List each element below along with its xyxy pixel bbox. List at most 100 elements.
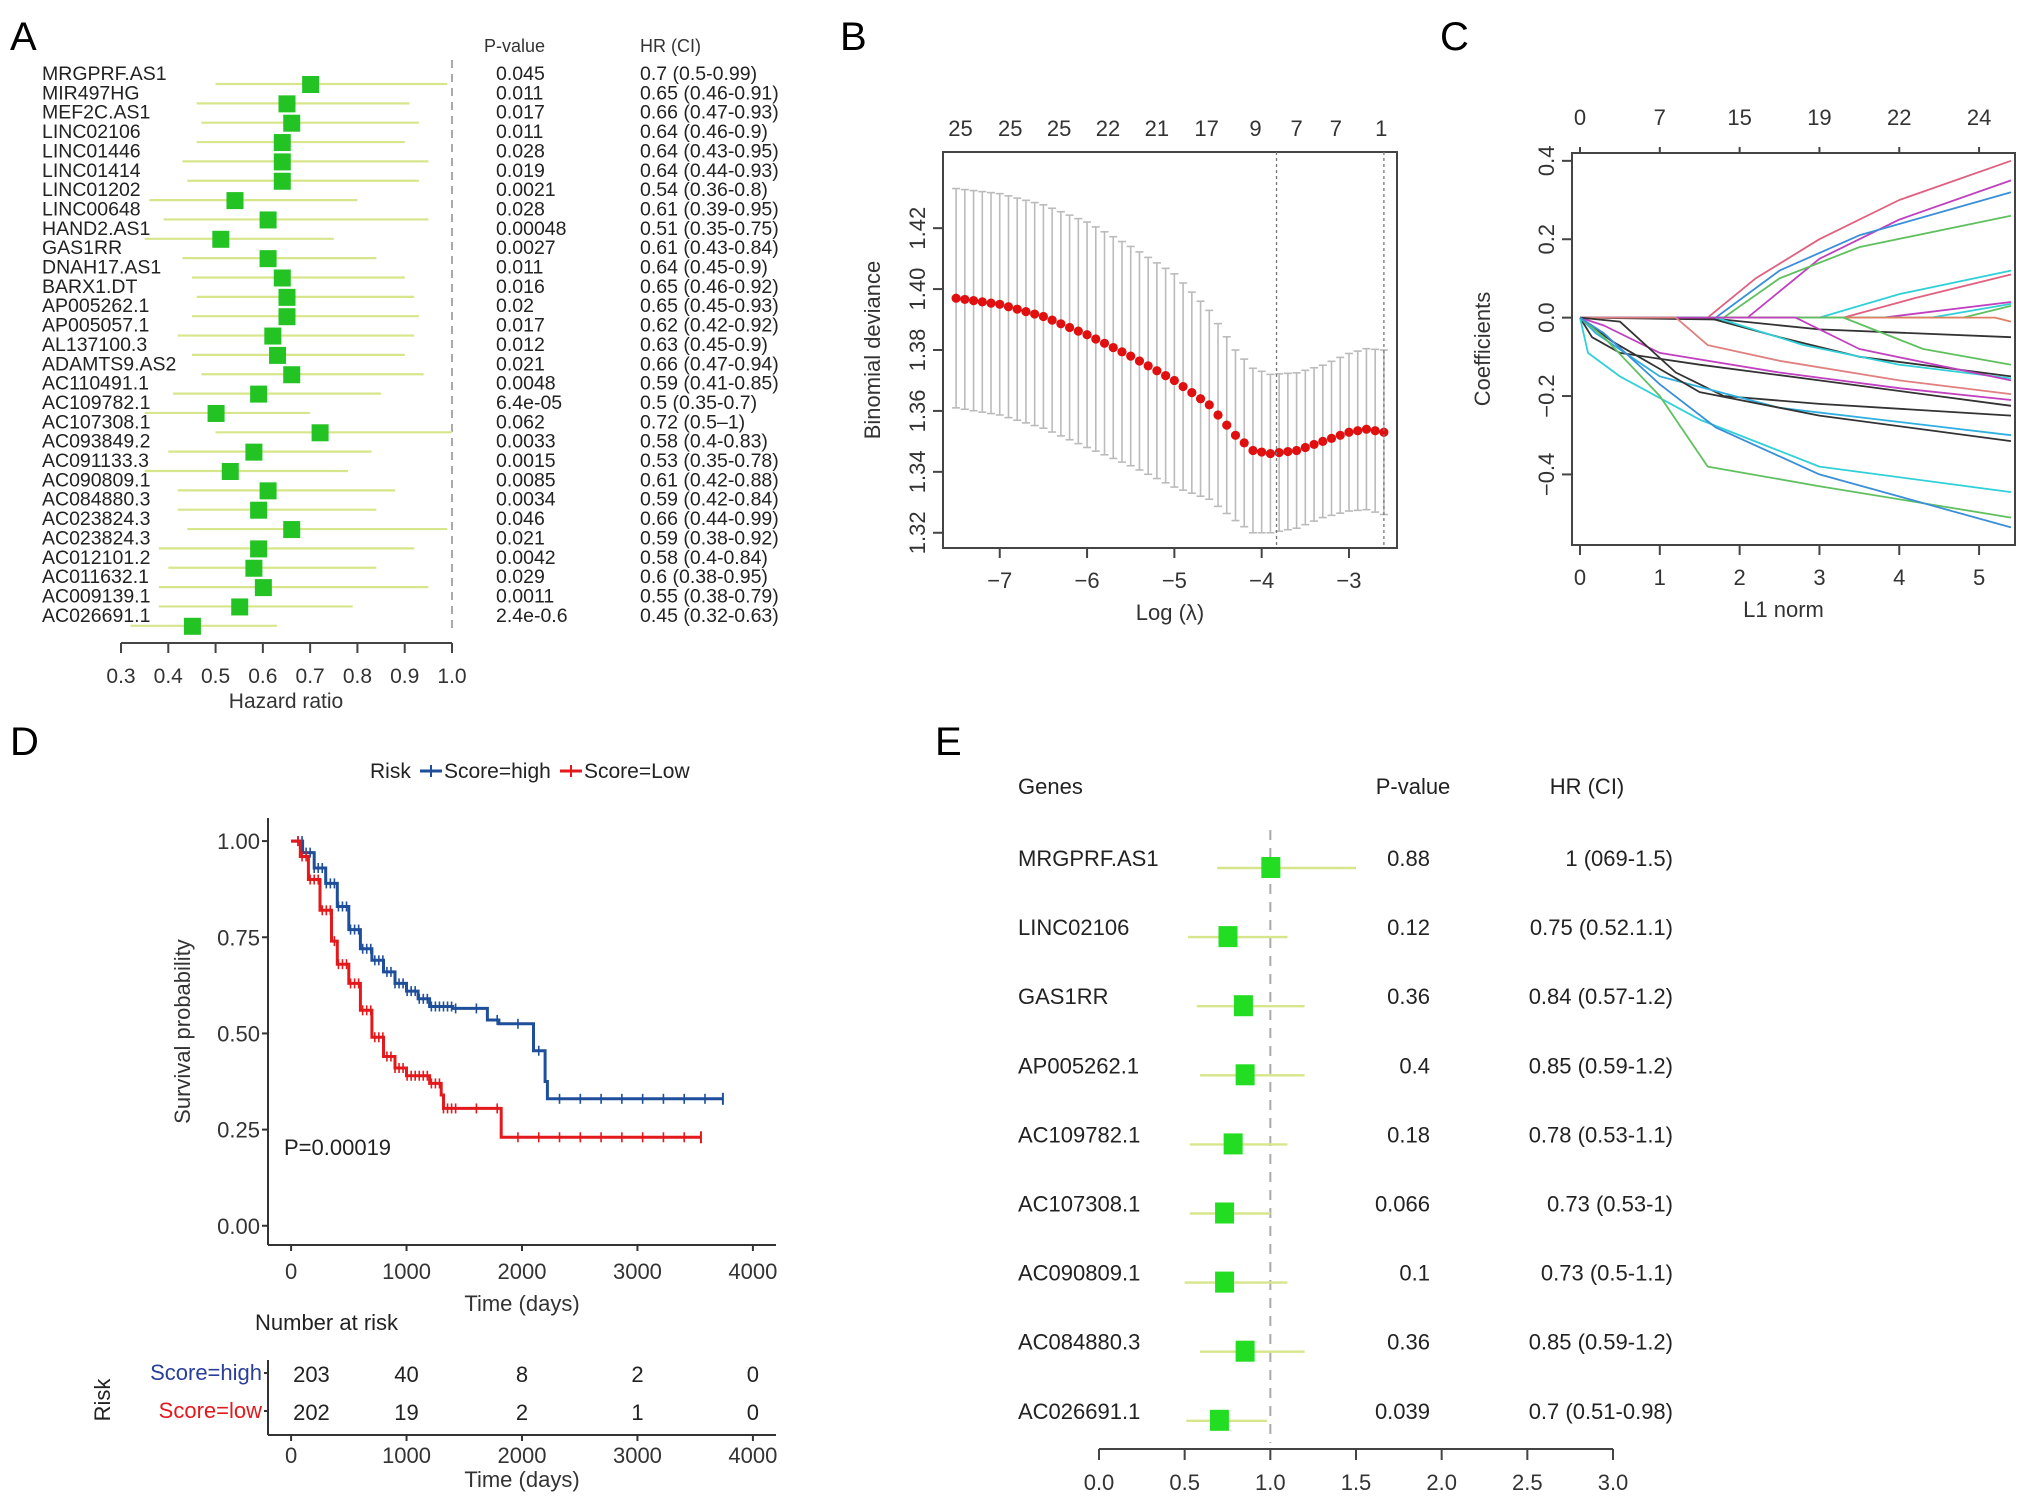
- pvalue-header: P-value: [484, 36, 545, 56]
- pvalue-cell: 6.4e-05: [496, 392, 562, 414]
- deviance-point: [1047, 315, 1057, 325]
- top-axis-label: 7: [1290, 116, 1302, 141]
- hr-ci-cell: 0.59 (0.38-0.92): [640, 527, 779, 549]
- gene-label: LINC01446: [42, 140, 141, 162]
- coefficient-path: [1579, 316, 2012, 401]
- deviance-point: [1222, 420, 1232, 430]
- hr-box: [259, 211, 277, 229]
- pvalue-cell: 0.0042: [496, 547, 556, 569]
- x-tick-label: 2.5: [1512, 1470, 1543, 1495]
- gene-label: AP005262.1: [42, 295, 149, 317]
- gene-label: AC084880.3: [1018, 1330, 1140, 1355]
- hr-ci-cell: 0.66 (0.44-0.99): [640, 508, 779, 530]
- pvalue-cell: 0.0021: [496, 179, 556, 201]
- hr-ci-header: HR (CI): [640, 36, 701, 56]
- genes-header: Genes: [1018, 774, 1083, 799]
- deviance-point: [1152, 366, 1162, 376]
- y-tick-label: 1.38: [905, 329, 930, 372]
- hr-ci-cell: 0.84 (0.57-1.2): [1529, 984, 1673, 1009]
- deviance-point: [1326, 433, 1337, 443]
- top-axis-label: 19: [1807, 105, 1831, 130]
- coefficient-path: [1580, 316, 2012, 382]
- coefficient-path: [1579, 316, 2012, 339]
- deviance-point: [1082, 330, 1092, 340]
- hr-ci-cell: 0.61 (0.42-0.88): [640, 469, 779, 491]
- top-axis-label: 9: [1249, 116, 1261, 141]
- gene-label: AC110491.1: [42, 373, 149, 395]
- pvalue-cell: 0.36: [1387, 1330, 1430, 1355]
- pvalue-cell: 0.066: [1375, 1192, 1430, 1217]
- gene-label: AC026691.1: [42, 605, 150, 627]
- risk-count: 2: [516, 1400, 528, 1425]
- hr-box: [254, 579, 272, 597]
- deviance-point: [1003, 302, 1014, 312]
- coefficient-path: [1580, 316, 2012, 395]
- gene-label: BARX1.DT: [42, 276, 137, 298]
- pvalue-cell: 0.0033: [496, 431, 556, 453]
- x-tick-label: 0: [285, 1259, 297, 1284]
- pvalue-cell: 0.00048: [496, 218, 567, 240]
- coefficient-path: [1580, 273, 2012, 319]
- pvalue-cell: 0.017: [496, 315, 545, 337]
- risk-count: 0: [747, 1400, 759, 1425]
- hr-ci-cell: 0.45 (0.32-0.63): [640, 605, 779, 627]
- deviance-point: [1344, 427, 1354, 437]
- hr-box: [269, 346, 287, 364]
- gene-label: AC109782.1: [42, 392, 150, 414]
- hr-ci-cell: 0.7 (0.5-0.99): [640, 63, 757, 85]
- x-tick-label: 0.7: [296, 665, 325, 688]
- hr-box: [250, 385, 268, 403]
- top-axis-label: 15: [1727, 105, 1751, 130]
- p-value-annotation: P=0.00019: [284, 1135, 391, 1160]
- hr-ci-cell: 0.53 (0.35-0.78): [640, 450, 779, 472]
- coefficient-path: [1580, 179, 2012, 319]
- coefficient-path: [1579, 316, 2012, 529]
- hr-ci-cell: 0.59 (0.41-0.85): [640, 373, 779, 395]
- x-tick-label: 0.9: [390, 665, 419, 688]
- hr-box: [1218, 926, 1238, 948]
- hr-box: [311, 424, 329, 442]
- plot-frame: [1571, 152, 2016, 546]
- deviance-point: [1291, 445, 1302, 456]
- risk-x-tick-label: 1000: [382, 1443, 431, 1468]
- y-tick-label: 1.40: [905, 268, 930, 311]
- hr-box: [283, 521, 301, 539]
- hr-ci-cell: 0.65 (0.46-0.91): [640, 82, 779, 104]
- hr-box: [1215, 1202, 1235, 1224]
- deviance-point: [1099, 338, 1110, 348]
- deviance-point: [1126, 351, 1136, 361]
- deviance-point: [1021, 307, 1031, 317]
- top-axis-label: 25: [998, 116, 1022, 141]
- risk-count: 202: [293, 1400, 330, 1425]
- hr-ci-cell: 0.66 (0.47-0.93): [640, 102, 779, 124]
- top-axis-label: 25: [1047, 116, 1071, 141]
- deviance-point: [1030, 309, 1040, 319]
- hr-ci-cell: 0.78 (0.53-1.1): [1529, 1122, 1673, 1147]
- pvalue-cell: 0.019: [496, 160, 545, 182]
- hr-ci-cell: 0.65 (0.45-0.93): [640, 295, 779, 317]
- hr-ci-cell: 0.85 (0.59-1.2): [1529, 1330, 1673, 1355]
- deviance-point: [1195, 394, 1206, 404]
- hr-box: [273, 134, 291, 152]
- top-axis-label: 22: [1887, 105, 1911, 130]
- y-tick-label: 0.25: [217, 1118, 260, 1143]
- top-axis-label: 17: [1194, 116, 1218, 141]
- pvalue-cell: 0.0085: [496, 469, 556, 491]
- gene-label: AC109782.1: [1018, 1122, 1140, 1147]
- pvalue-cell: 0.02: [496, 295, 534, 317]
- hr-ci-cell: 0.55 (0.38-0.79): [640, 585, 779, 607]
- deviance-point: [1283, 446, 1293, 457]
- deviance-point: [1187, 388, 1197, 398]
- hr-ci-cell: 0.73 (0.53-1): [1547, 1192, 1673, 1217]
- hr-box: [278, 288, 296, 306]
- gene-label: AP005262.1: [1018, 1053, 1139, 1078]
- hr-box: [226, 192, 244, 210]
- deviance-point: [1361, 424, 1372, 434]
- coefficient-path: [1580, 214, 2012, 319]
- deviance-point: [1161, 370, 1171, 381]
- panel-label-b: B: [840, 15, 867, 59]
- hr-ci-cell: 0.75 (0.52.1.1): [1530, 915, 1673, 940]
- x-axis-title: Hazard ratio: [229, 690, 343, 713]
- hr-box: [231, 598, 249, 616]
